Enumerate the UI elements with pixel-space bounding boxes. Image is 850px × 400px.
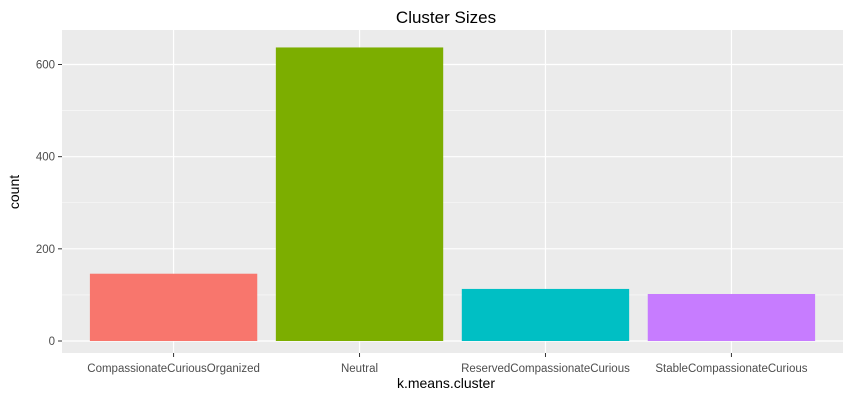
bar [647, 293, 816, 341]
y-tick-label: 400 [36, 152, 55, 164]
bars [89, 47, 816, 342]
y-axis-title: count [6, 175, 22, 209]
x-tick-label: StableCompassionateCurious [655, 363, 807, 375]
y-axis: 0 200 400 600 [36, 60, 62, 348]
y-tick-label: 600 [36, 60, 55, 72]
x-tick-label: CompassionateCuriousOrganized [87, 363, 260, 375]
x-tick-label: Neutral [341, 363, 378, 375]
x-tick-label: ReservedCompassionateCurious [461, 363, 630, 375]
bar [275, 47, 444, 342]
x-axis: CompassionateCuriousOrganized Neutral Rese… [87, 353, 808, 375]
y-tick-label: 0 [49, 336, 55, 348]
bar [461, 288, 630, 341]
bar [89, 273, 258, 341]
chart-title: Cluster Sizes [396, 8, 496, 27]
y-tick-label: 200 [36, 244, 55, 256]
x-axis-title: k.means.cluster [397, 375, 495, 391]
